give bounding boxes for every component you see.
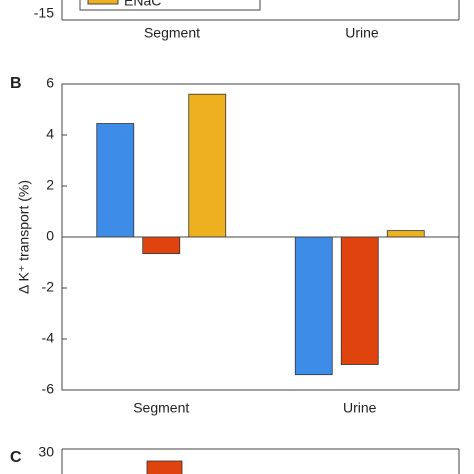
y-axis-label: Δ K⁺ transport (%) [16, 180, 32, 294]
legend-label: ENaC [124, 0, 161, 9]
y-tick-label: -15 [34, 5, 54, 21]
bar [188, 93, 227, 238]
bar [294, 236, 333, 376]
panel-label: C [10, 449, 22, 466]
bar [340, 236, 379, 365]
legend-swatch [87, 0, 119, 5]
panel-label: B [10, 75, 22, 92]
y-tick-label: -2 [42, 279, 55, 295]
bar [146, 460, 183, 474]
y-tick-label: 6 [46, 75, 54, 91]
y-tick-label: 4 [46, 126, 54, 142]
bar [386, 230, 425, 238]
legend-box [79, 0, 261, 11]
x-tick-label: Segment [133, 400, 189, 416]
bar [96, 123, 135, 238]
y-tick-label: 2 [46, 177, 54, 193]
y-tick-label: -6 [42, 381, 55, 397]
x-tick-label: Segment [144, 25, 200, 41]
y-tick-label: 30 [38, 444, 54, 460]
y-tick-label: -4 [42, 330, 55, 346]
y-tick-label: 0 [46, 228, 54, 244]
x-tick-label: Urine [345, 25, 379, 41]
x-tick-label: Urine [343, 400, 377, 416]
bar [142, 236, 181, 254]
